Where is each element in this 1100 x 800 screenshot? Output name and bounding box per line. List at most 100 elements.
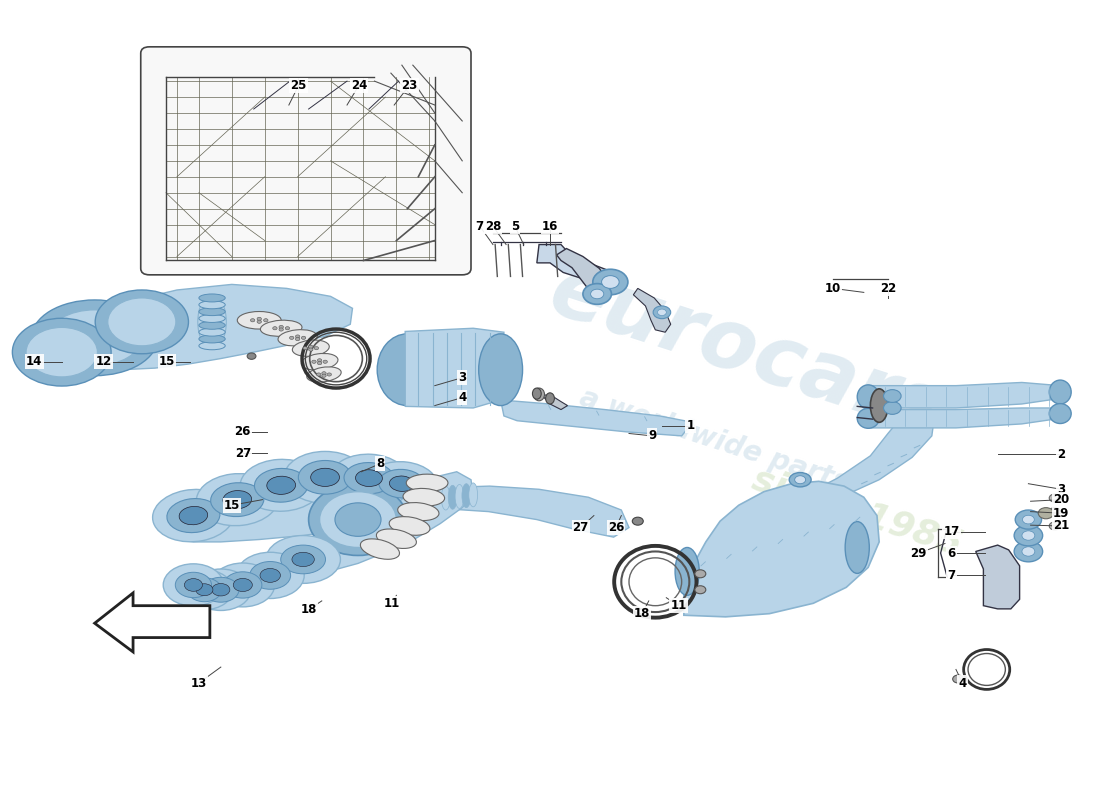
Text: 16: 16 — [542, 220, 558, 233]
Ellipse shape — [327, 373, 331, 376]
Ellipse shape — [317, 373, 321, 376]
Polygon shape — [23, 285, 352, 378]
Ellipse shape — [318, 362, 322, 365]
Ellipse shape — [251, 318, 255, 322]
Ellipse shape — [32, 300, 157, 376]
Ellipse shape — [292, 552, 315, 566]
Ellipse shape — [1023, 515, 1034, 524]
Ellipse shape — [1049, 508, 1060, 515]
Ellipse shape — [199, 301, 226, 309]
Polygon shape — [95, 593, 210, 652]
Ellipse shape — [199, 342, 226, 350]
Text: 21: 21 — [1053, 519, 1069, 533]
Ellipse shape — [1014, 525, 1043, 546]
Ellipse shape — [301, 336, 306, 339]
Polygon shape — [976, 545, 1020, 609]
Ellipse shape — [591, 289, 604, 298]
Ellipse shape — [185, 578, 202, 591]
Ellipse shape — [279, 328, 284, 331]
Ellipse shape — [190, 569, 251, 610]
Text: 4: 4 — [958, 677, 967, 690]
Ellipse shape — [870, 389, 888, 422]
Polygon shape — [868, 382, 1060, 408]
Ellipse shape — [248, 353, 256, 359]
Ellipse shape — [355, 470, 383, 486]
Text: 11: 11 — [670, 599, 686, 612]
Ellipse shape — [323, 360, 328, 363]
Text: 15: 15 — [223, 498, 240, 512]
Ellipse shape — [366, 462, 438, 506]
Ellipse shape — [199, 308, 226, 316]
Ellipse shape — [389, 476, 415, 491]
Ellipse shape — [1015, 510, 1042, 529]
Ellipse shape — [311, 360, 316, 363]
Ellipse shape — [198, 294, 227, 349]
Text: 15: 15 — [158, 355, 175, 368]
Text: eurocars: eurocars — [540, 250, 955, 454]
Ellipse shape — [279, 326, 284, 329]
Ellipse shape — [175, 572, 211, 598]
Ellipse shape — [199, 294, 226, 302]
Ellipse shape — [96, 290, 188, 354]
Text: 20: 20 — [1053, 493, 1069, 506]
Ellipse shape — [845, 522, 869, 574]
Text: 14: 14 — [26, 355, 43, 368]
Ellipse shape — [632, 517, 644, 525]
Ellipse shape — [12, 318, 111, 386]
Polygon shape — [634, 288, 671, 332]
Ellipse shape — [108, 298, 176, 346]
Ellipse shape — [212, 583, 230, 596]
Ellipse shape — [26, 327, 98, 377]
Polygon shape — [868, 408, 1060, 428]
Text: 26: 26 — [234, 426, 251, 438]
Text: 22: 22 — [880, 282, 896, 295]
Ellipse shape — [296, 335, 300, 338]
Ellipse shape — [377, 334, 438, 406]
Ellipse shape — [658, 309, 667, 315]
Text: 27: 27 — [234, 447, 251, 460]
Text: 18: 18 — [634, 607, 650, 620]
Ellipse shape — [406, 474, 448, 492]
Ellipse shape — [857, 385, 879, 409]
Ellipse shape — [1014, 541, 1043, 562]
Text: 18: 18 — [300, 603, 317, 616]
Ellipse shape — [389, 517, 430, 535]
Ellipse shape — [1049, 494, 1060, 502]
Text: 23: 23 — [402, 78, 418, 91]
Ellipse shape — [238, 311, 282, 329]
Ellipse shape — [163, 564, 223, 606]
Text: 2: 2 — [1057, 448, 1066, 461]
Ellipse shape — [223, 490, 252, 509]
Ellipse shape — [1052, 524, 1057, 528]
Text: 27: 27 — [573, 521, 588, 534]
Text: 5: 5 — [510, 220, 519, 233]
Ellipse shape — [455, 485, 464, 509]
Text: 7: 7 — [947, 569, 956, 582]
Ellipse shape — [153, 490, 234, 542]
Ellipse shape — [469, 483, 477, 507]
Ellipse shape — [202, 578, 239, 602]
Ellipse shape — [593, 270, 628, 294]
Ellipse shape — [273, 326, 277, 330]
Polygon shape — [500, 400, 693, 436]
Text: 7: 7 — [475, 220, 484, 233]
Ellipse shape — [179, 506, 208, 525]
Ellipse shape — [261, 320, 302, 336]
Ellipse shape — [376, 529, 417, 549]
Ellipse shape — [320, 492, 396, 547]
Ellipse shape — [298, 461, 352, 494]
Ellipse shape — [534, 388, 544, 401]
Polygon shape — [537, 245, 618, 286]
Ellipse shape — [532, 388, 541, 399]
Ellipse shape — [1038, 508, 1054, 518]
Text: 9: 9 — [648, 430, 657, 442]
Text: 1: 1 — [686, 419, 694, 432]
Text: 6: 6 — [947, 546, 956, 559]
Ellipse shape — [361, 539, 399, 559]
Text: 3: 3 — [1057, 482, 1066, 496]
Ellipse shape — [441, 486, 450, 510]
Ellipse shape — [223, 572, 262, 598]
Ellipse shape — [583, 284, 612, 304]
Ellipse shape — [284, 451, 366, 503]
Text: 24: 24 — [351, 78, 367, 91]
